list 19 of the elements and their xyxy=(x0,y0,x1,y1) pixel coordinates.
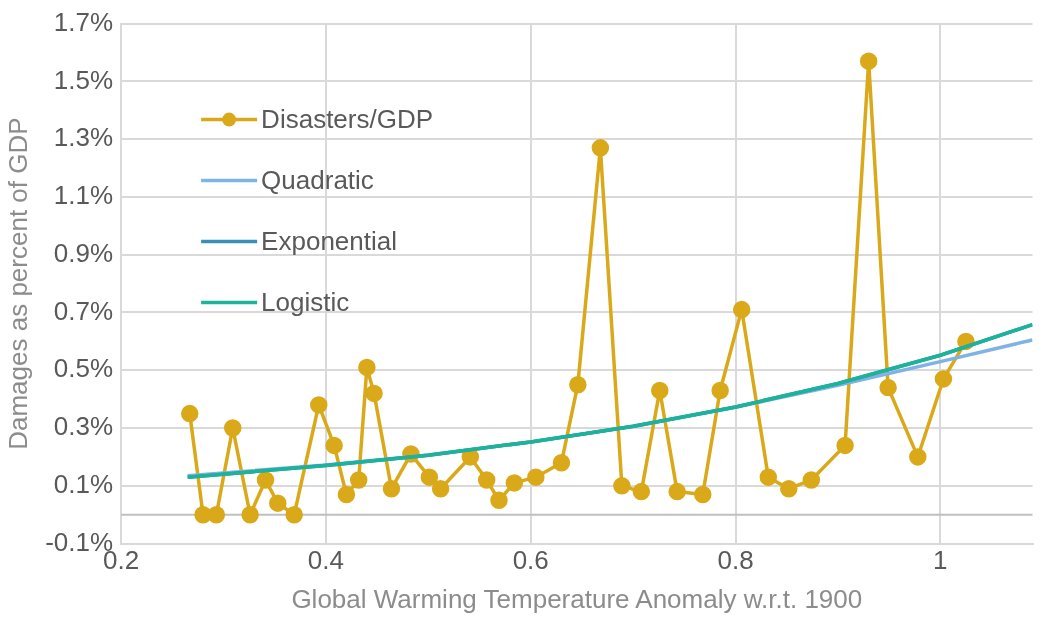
y-tick-label: 1.7% xyxy=(53,6,114,37)
y-tick-label: 1.5% xyxy=(53,64,114,95)
x-tick-label: 0.8 xyxy=(717,545,754,576)
y-tick-label: 0.5% xyxy=(53,353,114,384)
x-axis-title: Global Warming Temperature Anomaly w.r.t. 1900 xyxy=(291,583,863,614)
y-tick-label: 0.7% xyxy=(53,295,114,326)
legend-label: Disasters/GDP xyxy=(261,103,434,134)
y-tick-label: 0.9% xyxy=(53,237,114,268)
y-tick-label: 1.3% xyxy=(53,122,114,153)
legend-label: Quadratic xyxy=(261,164,374,195)
legend-label: Exponential xyxy=(261,225,398,256)
x-tick-label: 1 xyxy=(933,545,948,576)
x-tick-label: 0.6 xyxy=(512,545,549,576)
y-tick-label: 0.3% xyxy=(53,411,114,442)
y-tick-label: 0.1% xyxy=(53,468,114,499)
y-tick-label: 1.1% xyxy=(53,180,114,211)
x-tick-label: 0.4 xyxy=(307,545,344,576)
y-axis-title: Damages as percent of GDP xyxy=(2,117,33,450)
legend-label: Logistic xyxy=(261,286,350,317)
